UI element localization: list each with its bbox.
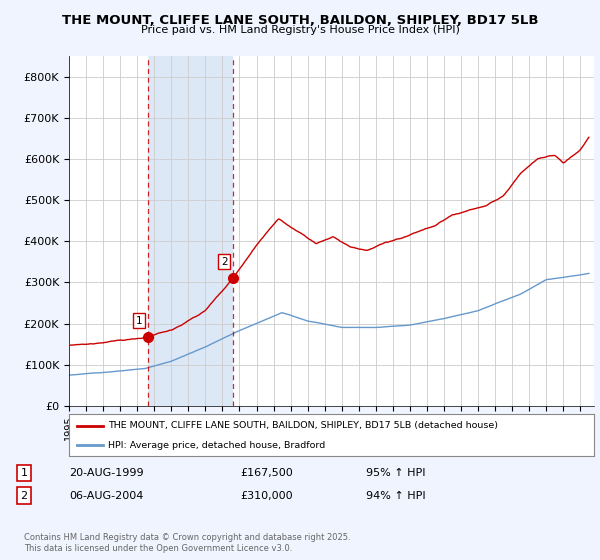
- Text: Price paid vs. HM Land Registry's House Price Index (HPI): Price paid vs. HM Land Registry's House …: [140, 25, 460, 35]
- Text: 95% ↑ HPI: 95% ↑ HPI: [366, 468, 425, 478]
- Text: 1: 1: [136, 315, 143, 325]
- Text: 2: 2: [221, 257, 227, 267]
- Bar: [148, 56, 233, 406]
- Text: 2: 2: [20, 491, 28, 501]
- Text: 1: 1: [20, 468, 28, 478]
- Text: £167,500: £167,500: [240, 468, 293, 478]
- Text: THE MOUNT, CLIFFE LANE SOUTH, BAILDON, SHIPLEY, BD17 5LB: THE MOUNT, CLIFFE LANE SOUTH, BAILDON, S…: [62, 14, 538, 27]
- Text: HPI: Average price, detached house, Bradford: HPI: Average price, detached house, Brad…: [109, 441, 326, 450]
- Text: THE MOUNT, CLIFFE LANE SOUTH, BAILDON, SHIPLEY, BD17 5LB (detached house): THE MOUNT, CLIFFE LANE SOUTH, BAILDON, S…: [109, 421, 499, 430]
- Text: 20-AUG-1999: 20-AUG-1999: [69, 468, 143, 478]
- Text: 94% ↑ HPI: 94% ↑ HPI: [366, 491, 425, 501]
- Text: Contains HM Land Registry data © Crown copyright and database right 2025.
This d: Contains HM Land Registry data © Crown c…: [24, 533, 350, 553]
- Text: 06-AUG-2004: 06-AUG-2004: [69, 491, 143, 501]
- Text: £310,000: £310,000: [240, 491, 293, 501]
